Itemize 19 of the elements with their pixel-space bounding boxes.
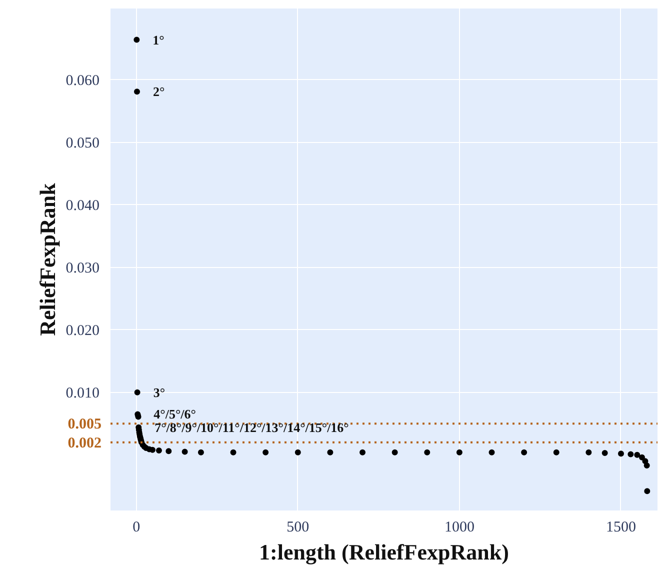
y-tick-label: 0.010 bbox=[66, 385, 100, 402]
y-tick-label: 0.030 bbox=[66, 260, 100, 276]
ref-line-label: 0.002 bbox=[68, 435, 102, 452]
y-axis-title: ReliefFexpRank bbox=[34, 182, 60, 336]
y-tick-label: 0.060 bbox=[66, 72, 100, 89]
x-tick-label: 500 bbox=[286, 520, 310, 536]
x-tick-label: 1500 bbox=[606, 520, 636, 536]
x-axis-title: 1:length (ReliefFexpRank) bbox=[259, 540, 509, 564]
annotation: 7°/8°/9°/10°/11°/12°/13°/14°/15°/16° bbox=[154, 420, 349, 435]
annotation: 3° bbox=[153, 384, 166, 400]
annotation: 4°/5°/6° bbox=[154, 406, 196, 422]
annotation: 1° bbox=[152, 32, 164, 48]
ref-line-label: 0.005 bbox=[68, 416, 102, 433]
y-tick-label: 0.040 bbox=[66, 198, 100, 214]
x-tick-label: 0 bbox=[132, 520, 140, 536]
y-tick-label: 0.020 bbox=[66, 322, 100, 339]
y-tick-label: 0.050 bbox=[66, 135, 100, 152]
annotation: 2° bbox=[152, 84, 165, 100]
x-tick-label: 1000 bbox=[444, 520, 474, 536]
